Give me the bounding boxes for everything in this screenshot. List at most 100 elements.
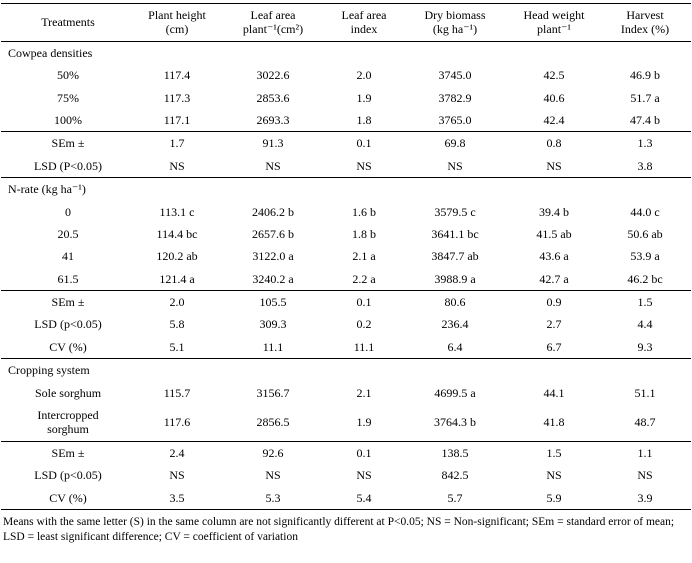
value-cell: 9.3 [637,339,653,354]
value-cell: 91.3 [262,136,284,151]
row-label: 61.5 [57,271,79,286]
value-cell: 2406.2 b [252,204,294,219]
table-footnote: Means with the same letter (S) in the sa… [3,515,675,543]
value-cell: 2.2 a [352,271,376,286]
row-label: CV (%) [49,339,87,354]
value-cell: 2657.6 b [252,226,294,241]
treatment-row: 0 113.1 c 2406.2 b 1.6 b 3579.5 c 39.4 b 44.0 … [1,201,691,223]
value-cell: 43.6 a [539,249,569,264]
value-cell: 51.7 a [630,90,660,105]
treatment-row: Intercropped sorghum 117.6 2856.5 1.9 3764.3… [1,404,691,441]
value-cell: 3240.2 a [252,271,294,286]
value-cell: NS [265,468,281,483]
section-title: N-rate (kg ha⁻¹) [8,182,86,197]
col-header-dry-biomass: Dry biomass (kg ha⁻¹) [424,8,486,37]
col-header-plant-height: Plant height (cm) [148,8,206,37]
value-cell: 2.1 [356,385,372,400]
value-cell: 1.1 [637,445,653,460]
value-cell: NS [546,158,562,173]
value-cell: 3765.0 [438,112,472,127]
value-cell: 105.5 [259,295,287,310]
value-cell: 309.3 [259,317,287,332]
page: Treatments Plant height (cm) Leaf area p… [1,3,691,546]
value-cell: 117.4 [163,68,191,83]
treatment-row: 20.5 114.4 bc 2657.6 b 1.8 b 3641.1 bc 41.5 a… [1,223,691,245]
value-cell: 5.9 [546,490,562,505]
treatment-row: 100% 117.1 2693.3 1.8 3765.0 42.4 47.4 b [1,109,691,132]
value-cell: 3.8 [637,158,653,173]
value-cell: 3782.9 [438,90,472,105]
col-header-leaf-area-index: Leaf area index [341,8,387,37]
value-cell: 236.4 [441,317,469,332]
treatment-row: 41 120.2 ab 3122.0 a 2.1 a 3847.7 ab 43.6 a 53… [1,245,691,267]
stat-row: LSD (p<0.05) NS NS NS 842.5 NS NS [1,464,691,486]
section-title-row: N-rate (kg ha⁻¹) [1,177,691,201]
value-cell: 46.2 bc [627,271,663,286]
value-cell: 3847.7 ab [431,249,479,264]
value-cell: 11.1 [353,339,375,354]
value-cell: 5.4 [356,490,372,505]
value-cell: 46.9 b [630,68,660,83]
section-title-row: Cowpea densities [1,41,691,64]
value-cell: 117.3 [163,90,191,105]
value-cell: 1.5 [637,295,653,310]
value-cell: 39.4 b [539,204,569,219]
value-cell: 3988.9 a [434,271,476,286]
value-cell: 42.5 [543,68,565,83]
value-cell: 5.8 [169,317,185,332]
value-cell: 42.7 a [539,271,569,286]
value-cell: 42.4 [543,112,565,127]
value-cell: 5.7 [447,490,463,505]
value-cell: 3122.0 a [252,249,294,264]
value-cell: 3.5 [169,490,185,505]
row-label: 20.5 [57,226,79,241]
value-cell: 2853.6 [256,90,290,105]
value-cell: 5.3 [265,490,281,505]
value-cell: 6.7 [546,339,562,354]
value-cell: 0.1 [356,136,372,151]
section-title: Cowpea densities [8,45,93,60]
stat-row: CV (%) 5.1 11.1 11.1 6.4 6.7 9.3 [1,336,691,359]
treatment-row: Sole sorghum 115.7 3156.7 2.1 4699.5 a 44.1 51… [1,382,691,404]
value-cell: NS [169,468,185,483]
value-cell: 3764.3 b [434,415,476,430]
row-label: CV (%) [49,490,87,505]
value-cell: NS [265,158,281,173]
value-cell: 1.5 [546,445,562,460]
value-cell: 3.9 [637,490,653,505]
value-cell: 11.1 [262,339,284,354]
col-header-leaf-area-plant: Leaf area plant⁻¹(cm²) [242,8,304,37]
value-cell: 41.8 [543,415,565,430]
treatment-row: 61.5 121.4 a 3240.2 a 2.2 a 3988.9 a 42.7 a 46… [1,268,691,291]
table-body: Cowpea densities 50% 117.4 3022.6 2.0 3745.0 4… [1,41,691,509]
value-cell: 1.9 [356,415,372,430]
value-cell: 1.9 [356,90,372,105]
value-cell: 842.5 [441,468,469,483]
value-cell: 50.6 ab [627,226,663,241]
stat-row: LSD (P<0.05) NS NS NS NS NS 3.8 [1,155,691,178]
value-cell: 92.6 [262,445,284,460]
header-row: Treatments Plant height (cm) Leaf area p… [1,4,691,42]
col-header-head-weight: Head weight plant⁻¹ [523,8,585,37]
value-cell: 41.5 ab [536,226,572,241]
value-cell: 0.8 [546,136,562,151]
value-cell: 44.0 c [630,204,660,219]
value-cell: 0.1 [356,295,372,310]
results-table: Treatments Plant height (cm) Leaf area p… [1,3,691,510]
value-cell: 69.8 [444,136,466,151]
value-cell: 1.8 [356,112,372,127]
value-cell: 121.4 a [159,271,195,286]
col-header-harvest-index: Harvest Index (%) [620,8,670,37]
value-cell: 0.9 [546,295,562,310]
value-cell: NS [546,468,562,483]
row-label: LSD (P<0.05) [33,158,103,173]
value-cell: 1.7 [169,136,185,151]
value-cell: NS [356,158,372,173]
row-label: Sole sorghum [34,385,102,400]
value-cell: 48.7 [634,415,656,430]
treatment-row: 50% 117.4 3022.6 2.0 3745.0 42.5 46.9 b [1,64,691,86]
row-label: LSD (p<0.05) [34,468,102,483]
row-label: SEm ± [51,136,85,151]
value-cell: 1.8 b [352,226,376,241]
stat-row: SEm ± 1.7 91.3 0.1 69.8 0.8 1.3 [1,131,691,155]
